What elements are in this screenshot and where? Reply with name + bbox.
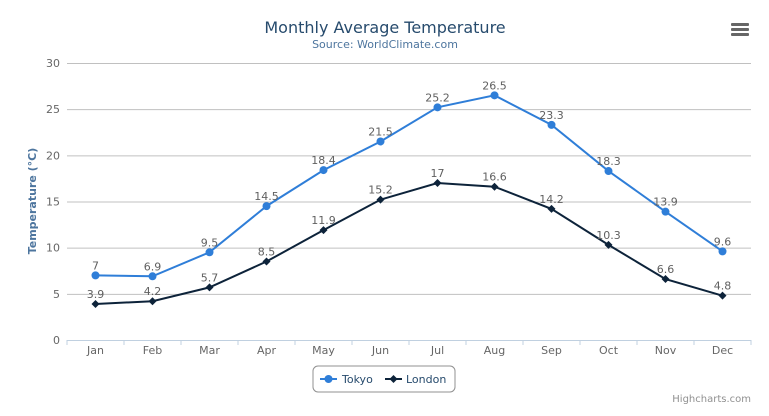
- x-tick-label: Mar: [199, 344, 220, 357]
- y-tick-label: 5: [53, 288, 60, 301]
- data-label-london: 17: [431, 167, 445, 180]
- x-tick-label: Jun: [371, 344, 389, 357]
- data-point-tokyo: [490, 91, 499, 100]
- y-tick-label: 20: [46, 149, 60, 162]
- data-point-tokyo: [718, 247, 727, 256]
- data-point-tokyo: [205, 248, 214, 257]
- data-point-london: [604, 240, 613, 249]
- hamburger-menu-icon[interactable]: [731, 23, 749, 39]
- x-tick-label: Jul: [430, 344, 444, 357]
- x-tick-label: May: [312, 344, 335, 357]
- data-label-london: 15.2: [368, 184, 393, 197]
- data-label-tokyo: 9.5: [201, 236, 219, 249]
- data-point-tokyo: [547, 120, 556, 129]
- data-label-london: 10.3: [596, 229, 621, 242]
- data-point-tokyo: [262, 202, 271, 211]
- data-label-tokyo: 13.9: [653, 196, 678, 209]
- series-line-london: [95, 182, 723, 305]
- legend-marker-london: [389, 375, 398, 383]
- y-tick-label: 10: [46, 242, 60, 255]
- data-point-london: [319, 226, 328, 235]
- data-label-london: 11.9: [311, 214, 336, 227]
- x-tick-label: Jan: [86, 344, 104, 357]
- y-tick-label: 0: [53, 334, 60, 347]
- data-point-london: [718, 291, 727, 300]
- data-label-tokyo: 26.5: [482, 79, 507, 92]
- chart-title: Monthly Average Temperature: [264, 18, 505, 37]
- data-label-tokyo: 18.4: [311, 154, 336, 167]
- data-label-tokyo: 14.5: [254, 190, 279, 203]
- y-tick-label: 15: [46, 196, 60, 209]
- x-tick-label: Oct: [599, 344, 619, 357]
- legend: Tokyo London: [312, 365, 456, 393]
- legend-marker-tokyo: [324, 375, 333, 383]
- data-point-london: [376, 195, 385, 204]
- data-label-london: 4.2: [144, 285, 162, 298]
- x-tick-label: Apr: [257, 344, 277, 357]
- x-tick-label: Dec: [712, 344, 733, 357]
- data-label-london: 5.7: [201, 271, 219, 284]
- data-label-tokyo: 25.2: [425, 91, 450, 104]
- data-point-london: [262, 257, 271, 266]
- data-label-tokyo: 21.5: [368, 125, 393, 138]
- data-label-london: 3.9: [87, 288, 105, 301]
- data-point-london: [205, 283, 214, 292]
- data-point-tokyo: [433, 103, 442, 112]
- legend-label-tokyo: Tokyo: [341, 373, 373, 386]
- data-point-london: [91, 299, 100, 308]
- data-label-london: 6.6: [657, 263, 675, 276]
- credits-link[interactable]: Highcharts.com: [672, 394, 751, 405]
- x-tick-label: Nov: [655, 344, 677, 357]
- data-label-london: 16.6: [482, 171, 507, 184]
- data-point-tokyo: [376, 137, 385, 146]
- data-point-tokyo: [661, 207, 670, 216]
- data-point-london: [148, 297, 157, 306]
- data-point-london: [433, 179, 442, 188]
- data-point-tokyo: [604, 167, 613, 176]
- legend-item-london[interactable]: London: [385, 373, 446, 386]
- data-label-tokyo: 18.3: [596, 155, 621, 168]
- x-tick-label: Feb: [143, 344, 162, 357]
- y-axis-title: Temperature (°C): [26, 148, 39, 255]
- x-tick-label: Sep: [541, 344, 562, 357]
- data-point-tokyo: [319, 166, 328, 175]
- data-point-london: [490, 182, 499, 191]
- y-tick-label: 25: [46, 103, 60, 116]
- data-label-london: 4.8: [714, 280, 732, 293]
- data-label-tokyo: 7: [92, 259, 99, 272]
- series-line-tokyo: [95, 94, 724, 278]
- data-label-tokyo: 6.9: [144, 260, 162, 273]
- y-tick-label: 30: [46, 57, 60, 70]
- data-label-tokyo: 9.6: [714, 235, 732, 248]
- data-point-london: [661, 275, 670, 284]
- chart-subtitle: Source: WorldClimate.com: [312, 38, 458, 51]
- data-label-tokyo: 23.3: [539, 109, 564, 122]
- data-point-tokyo: [148, 272, 157, 281]
- data-label-london: 8.5: [258, 246, 276, 259]
- data-point-tokyo: [91, 271, 100, 280]
- x-tick-label: Aug: [484, 344, 505, 357]
- legend-item-tokyo[interactable]: Tokyo: [320, 373, 373, 386]
- data-point-london: [547, 204, 556, 213]
- data-label-london: 14.2: [539, 193, 564, 206]
- legend-label-london: London: [406, 373, 446, 386]
